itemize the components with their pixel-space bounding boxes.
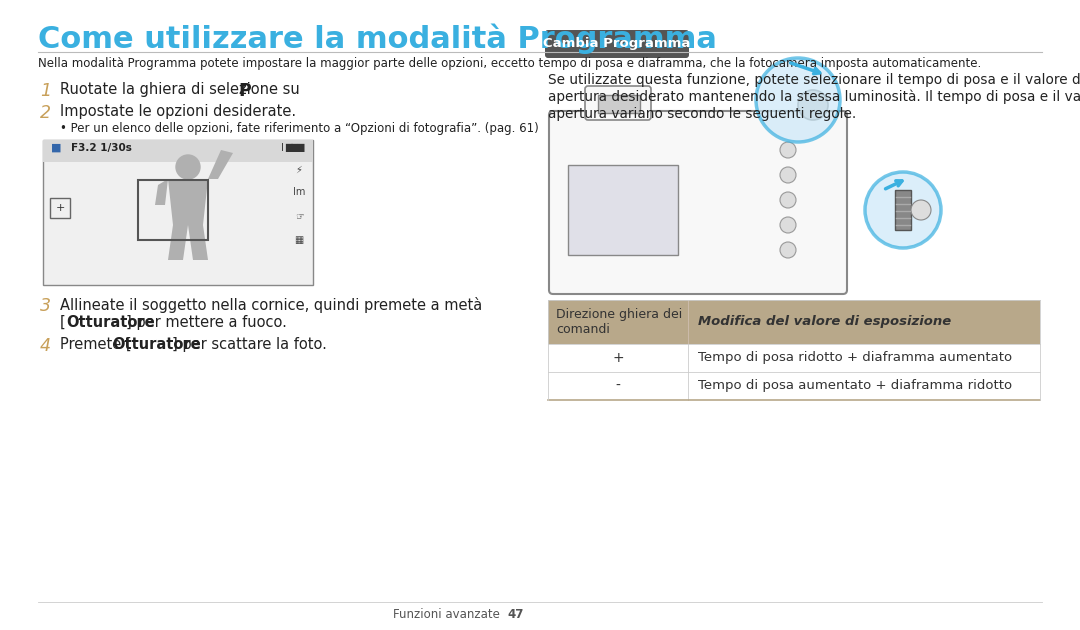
FancyBboxPatch shape [545,30,689,58]
Circle shape [756,58,840,142]
Text: • Per un elenco delle opzioni, fate riferimento a “Opzioni di fotografia”. (pag.: • Per un elenco delle opzioni, fate rife… [60,122,539,135]
Text: Otturatore: Otturatore [112,337,201,352]
Text: 47: 47 [507,607,524,621]
Polygon shape [156,179,168,205]
Text: ■: ■ [51,143,62,153]
Polygon shape [168,225,188,260]
FancyBboxPatch shape [50,198,70,218]
Text: ] per scattare la foto.: ] per scattare la foto. [172,337,327,352]
Text: F3.2 1/30s: F3.2 1/30s [71,143,132,153]
Text: apertura variano secondo le seguenti regole.: apertura variano secondo le seguenti reg… [548,107,856,121]
Bar [43,140,313,162]
Text: apertura desiderato mantenendo la stessa luminosità. Il tempo di posa e il valor: apertura desiderato mantenendo la stessa… [548,90,1080,105]
Polygon shape [168,179,208,225]
Circle shape [780,217,796,233]
Text: Modifica del valore di esposizione: Modifica del valore di esposizione [698,316,951,328]
Bar [598,95,640,113]
Text: +: + [55,203,65,213]
Text: Tempo di posa ridotto + diaframma aumentato: Tempo di posa ridotto + diaframma aument… [698,352,1012,365]
Text: 1: 1 [40,82,51,100]
Circle shape [912,200,931,220]
Text: ⚡: ⚡ [296,165,302,175]
Text: ███: ███ [285,143,305,152]
FancyBboxPatch shape [549,111,847,294]
Text: ] per mettere a fuoco.: ] per mettere a fuoco. [126,315,287,330]
Text: Tempo di posa aumentato + diaframma ridotto: Tempo di posa aumentato + diaframma rido… [698,379,1012,392]
Text: Otturatore: Otturatore [66,315,154,330]
Text: Im: Im [293,187,306,197]
Text: Cambia Programma: Cambia Programma [543,38,691,50]
FancyBboxPatch shape [585,86,651,120]
Text: Direzione ghiera dei: Direzione ghiera dei [556,308,683,321]
Circle shape [798,90,828,120]
Text: -: - [616,379,620,393]
Bar [138,180,208,240]
Text: Se utilizzate questa funzione, potete selezionare il tempo di posa e il valore d: Se utilizzate questa funzione, potete se… [548,73,1080,87]
Circle shape [780,167,796,183]
Bar [43,140,313,285]
Text: I: I [281,143,284,153]
Text: Premete [: Premete [ [60,337,132,352]
Circle shape [865,172,941,248]
Bar [548,344,1040,372]
Circle shape [780,242,796,258]
Text: 2: 2 [40,104,51,122]
Text: ☞: ☞ [295,212,303,222]
Text: P: P [238,82,251,100]
Circle shape [780,192,796,208]
Text: +: + [612,351,624,365]
Bar [548,372,1040,400]
Text: comandi: comandi [556,323,610,336]
Text: 4: 4 [40,337,51,355]
Text: Ruotate la ghiera di selezione su: Ruotate la ghiera di selezione su [60,82,305,97]
Text: Come utilizzare la modalità Programma: Come utilizzare la modalità Programma [38,23,717,54]
Polygon shape [188,225,208,260]
Text: Nella modalità Programma potete impostare la maggior parte delle opzioni, eccett: Nella modalità Programma potete impostar… [38,57,982,70]
Text: 3: 3 [40,297,51,315]
Text: [: [ [60,315,66,330]
Circle shape [176,155,200,179]
Text: ▦: ▦ [295,235,303,245]
Bar [568,165,678,255]
Bar [895,190,912,230]
Text: Allineate il soggetto nella cornice, quindi premete a metà: Allineate il soggetto nella cornice, qui… [60,297,483,313]
Polygon shape [208,150,233,179]
Text: Impostate le opzioni desiderate.: Impostate le opzioni desiderate. [60,104,296,119]
Bar [548,300,1040,344]
Text: Funzioni avanzate: Funzioni avanzate [393,607,500,621]
Circle shape [780,142,796,158]
